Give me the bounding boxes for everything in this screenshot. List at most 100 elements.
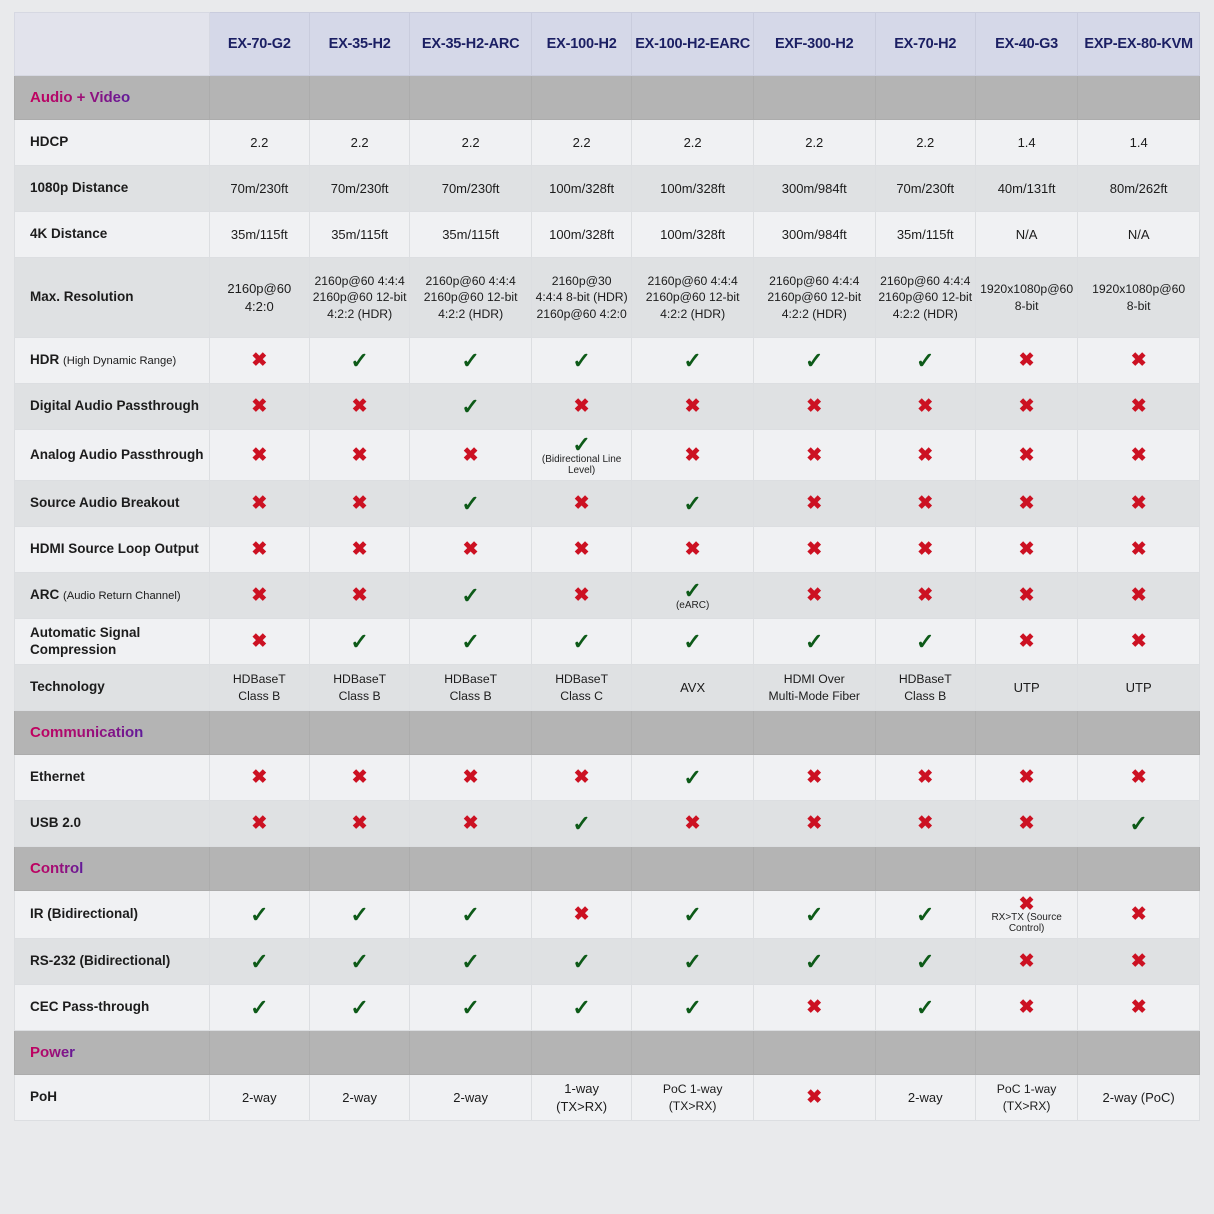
check-icon: ✓ [350, 948, 369, 974]
cell-4k-distance-ex-35-h2-arc: 35m/115ft [409, 211, 532, 258]
table-row: PoH 2-way 2-way 2-way 1-way (TX>RX) PoC 1-way… [14, 1074, 1200, 1121]
cell-max-resolution-ex-70-h2: 2160p@60 4:4:4 2160p@60 12-bit 4:2:2 (HD… [874, 257, 976, 338]
cell-automatic-signal-compression-ex-35-h2: ✓ [308, 618, 411, 665]
section-spacer-cell [409, 846, 532, 891]
check-icon: ✓ [572, 628, 591, 654]
cell-4k-distance-ex-70-h2: 35m/115ft [874, 211, 976, 258]
cell-value: 2.2 [350, 134, 369, 150]
cell-value: 300m/984ft [781, 180, 847, 196]
row-label-1080p-distance: 1080p Distance [14, 165, 210, 212]
cross-icon: ✖ [806, 767, 823, 788]
row-label-subtext: (High Dynamic Range) [63, 355, 177, 368]
cell-value: HDBaseT Class B [232, 672, 286, 703]
row-label-text: Ethernet [30, 769, 85, 785]
cell-value: 300m/984ft [781, 226, 847, 242]
section-spacer-cell [974, 1030, 1079, 1075]
cell-value: N/A [1015, 226, 1038, 242]
cell-value: 2160p@30 4:4:4 8-bit (HDR) 2160p@60 4:2:… [535, 273, 628, 321]
cell-value: 70m/230ft [896, 180, 955, 196]
cross-icon: ✖ [1130, 444, 1147, 466]
cell-cec-pass-through-ex-70-g2: ✓ [208, 984, 310, 1031]
table-row: Source Audio Breakout ✖ ✖ ✓ ✖ ✓ ✖ ✖ ✖ ✖ [14, 480, 1200, 527]
table-row: ARC (Audio Return Channel) ✖ ✖ ✓ ✖ ✓ (eARC) ✖ ✖ ✖… [14, 572, 1200, 619]
cross-icon: ✖ [917, 767, 934, 788]
cross-icon: ✖ [573, 539, 590, 560]
cell-digital-audio-passthrough-ex-70-g2: ✖ [208, 383, 310, 430]
cell-automatic-signal-compression-ex-100-h2: ✓ [530, 618, 633, 665]
cell-max-resolution-ex-70-g2: 2160p@60 4:2:0 [208, 257, 310, 338]
table-row: Digital Audio Passthrough ✖ ✖ ✓ ✖ ✖ ✖ ✖ ✖ ✖ [14, 383, 1200, 430]
cross-icon: ✖ [1130, 493, 1147, 514]
table-row: RS-232 (Bidirectional) ✓ ✓ ✓ ✓ ✓ ✓ ✓ ✖ ✖ [14, 938, 1200, 985]
check-icon: ✓ [805, 901, 824, 927]
cell-technology-ex-100-h2-earc: AVX [631, 664, 754, 711]
check-icon: ✓ [683, 901, 702, 927]
header-corner-cell [14, 12, 210, 76]
cell-automatic-signal-compression-exp-ex-80-kvm: ✖ [1077, 618, 1200, 665]
row-label-ir-bidirectional: IR (Bidirectional) [14, 890, 210, 939]
check-icon: ✓ [461, 393, 480, 419]
cross-icon: ✖ [573, 585, 590, 606]
cell-hdmi-source-loop-output-ex-70-h2: ✖ [874, 526, 976, 573]
check-icon: ✓ [572, 432, 591, 457]
row-label-subtext: (Audio Return Channel) [63, 590, 181, 603]
cell-usb-2-0-ex-70-g2: ✖ [208, 800, 310, 847]
cross-icon: ✖ [806, 539, 823, 560]
cell-technology-ex-100-h2: HDBaseT Class C [530, 664, 633, 711]
cell-poh-ex-70-h2: 2-way [874, 1074, 976, 1121]
cell-rs-232-bidirectional-ex-100-h2-earc: ✓ [631, 938, 754, 985]
section-spacer-cell [974, 710, 1079, 755]
row-label-text: Max. Resolution [30, 289, 134, 305]
cell-value: HDBaseT Class B [444, 672, 498, 703]
cross-icon: ✖ [684, 396, 701, 417]
cell-analog-audio-passthrough-exf-300-h2: ✖ [752, 429, 876, 481]
check-icon: ✓ [683, 764, 702, 790]
cell-value: 2.2 [461, 134, 480, 150]
cell-ethernet-ex-40-g3: ✖ [974, 754, 1079, 801]
section-spacer-cell [1077, 846, 1200, 891]
table-row: 4K Distance 35m/115ft 35m/115ft 35m/115ft 10… [14, 211, 1200, 258]
cell-usb-2-0-ex-40-g3: ✖ [974, 800, 1079, 847]
row-label-usb-2-0: USB 2.0 [14, 800, 210, 847]
cell-1080p-distance-ex-70-g2: 70m/230ft [208, 165, 310, 212]
cross-icon: ✖ [1018, 444, 1035, 466]
table-row: HDMI Source Loop Output ✖ ✖ ✖ ✖ ✖ ✖ ✖ ✖ ✖ [14, 526, 1200, 573]
cross-icon: ✖ [573, 493, 590, 514]
cell-ethernet-ex-35-h2: ✖ [308, 754, 411, 801]
cell-value: 1.4 [1129, 134, 1148, 150]
table-row: IR (Bidirectional) ✓ ✓ ✓ ✖ ✓ ✓ ✓ ✖ RX>TX (Source … [14, 890, 1200, 939]
cell-usb-2-0-ex-100-h2-earc: ✖ [631, 800, 754, 847]
cell-arc-ex-100-h2: ✖ [530, 572, 633, 619]
row-label-hdcp: HDCP [14, 119, 210, 166]
cell-max-resolution-ex-35-h2: 2160p@60 4:4:4 2160p@60 12-bit 4:2:2 (HD… [308, 257, 411, 338]
check-icon: ✓ [461, 582, 480, 608]
cell-digital-audio-passthrough-ex-35-h2: ✖ [308, 383, 411, 430]
section-spacer-cell [530, 1030, 633, 1075]
cell-ethernet-ex-100-h2-earc: ✓ [631, 754, 754, 801]
table-row: Ethernet ✖ ✖ ✖ ✖ ✓ ✖ ✖ ✖ ✖ [14, 754, 1200, 801]
cell-hdmi-source-loop-output-ex-100-h2-earc: ✖ [631, 526, 754, 573]
cell-source-audio-breakout-ex-70-h2: ✖ [874, 480, 976, 527]
cell-technology-ex-70-h2: HDBaseT Class B [874, 664, 976, 711]
cell-ir-bidirectional-ex-40-g3: ✖ RX>TX (Source Control) [974, 890, 1079, 939]
cell-rs-232-bidirectional-exp-ex-80-kvm: ✖ [1077, 938, 1200, 985]
cross-icon: ✖ [251, 813, 268, 834]
row-label-4k-distance: 4K Distance [14, 211, 210, 258]
cell-cec-pass-through-ex-35-h2: ✓ [308, 984, 411, 1031]
cross-icon: ✖ [1018, 951, 1035, 972]
section-spacer-cell [308, 75, 411, 120]
section-spacer-cell [208, 710, 310, 755]
cell-value: 2160p@60 4:4:4 2160p@60 12-bit 4:2:2 (HD… [645, 273, 740, 321]
section-header-row-communication: Communication [14, 710, 1200, 755]
cell-analog-audio-passthrough-ex-35-h2: ✖ [308, 429, 411, 481]
cell-hdr-ex-35-h2-arc: ✓ [409, 337, 532, 384]
cross-icon: ✖ [806, 396, 823, 417]
check-icon: ✓ [683, 490, 702, 516]
cross-icon: ✖ [1018, 493, 1035, 514]
section-header-row-power: Power [14, 1030, 1200, 1075]
cell-4k-distance-exp-ex-80-kvm: N/A [1077, 211, 1200, 258]
cross-icon: ✖ [573, 396, 590, 417]
cross-icon: ✖ [1130, 904, 1147, 925]
section-title-text: Power [30, 1044, 76, 1061]
cell-arc-ex-70-g2: ✖ [208, 572, 310, 619]
